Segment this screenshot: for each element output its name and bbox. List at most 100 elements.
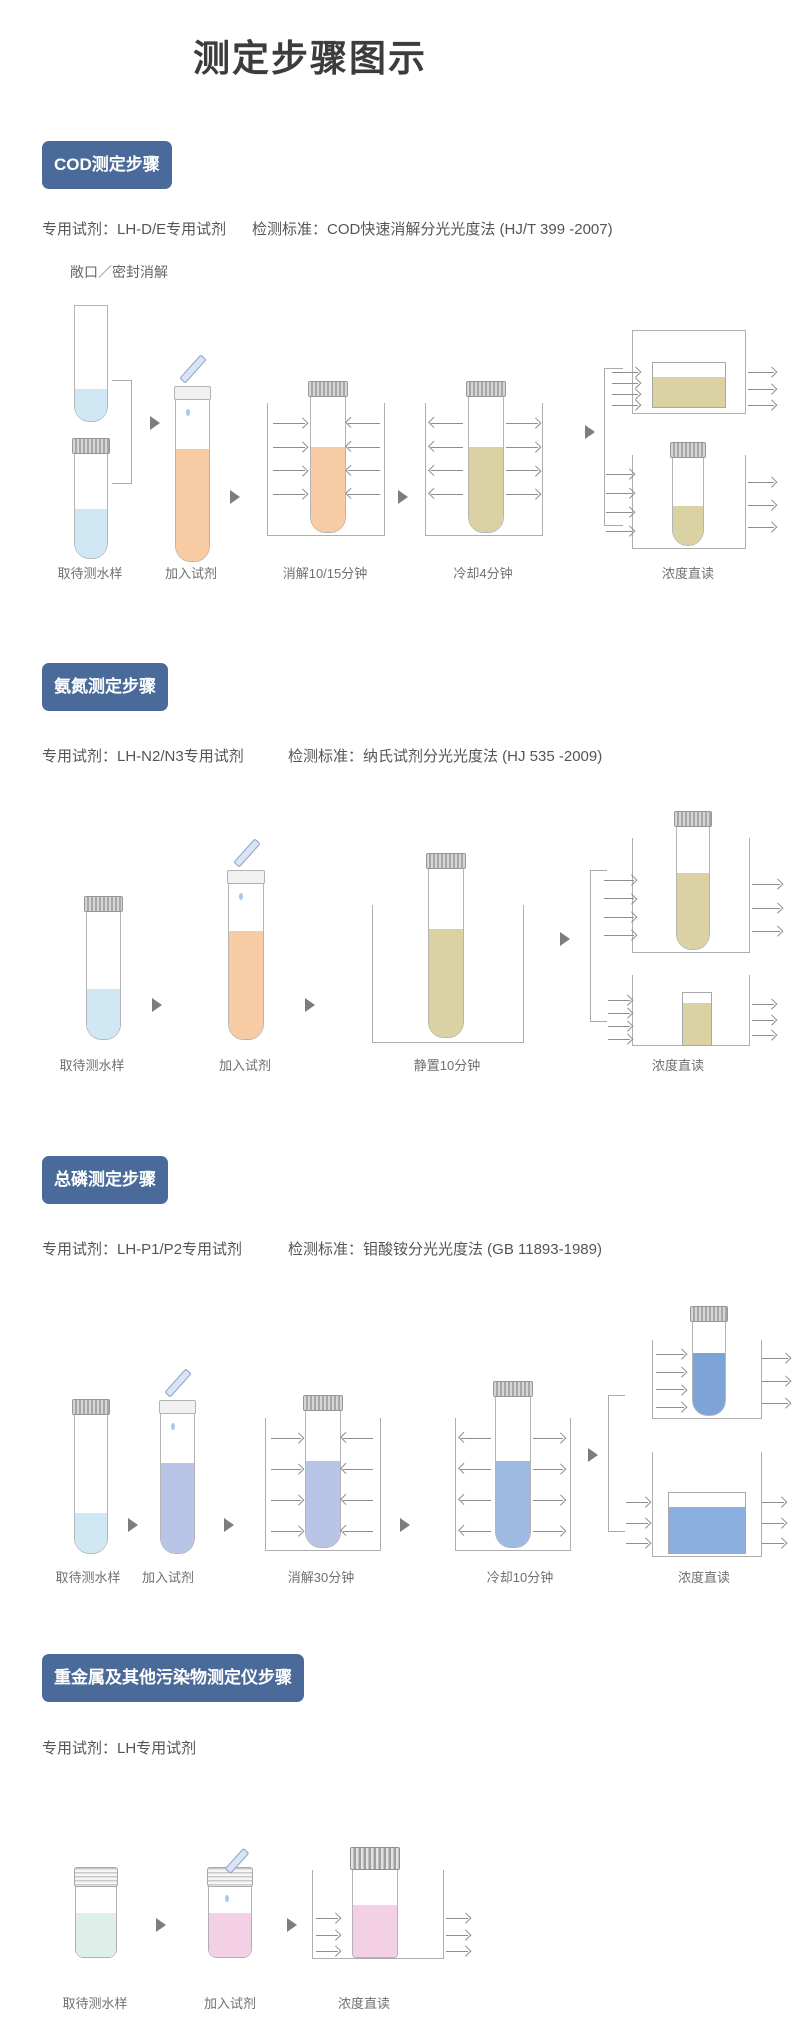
light-out-arrows-icon bbox=[762, 1502, 784, 1544]
tube-cap bbox=[690, 1306, 728, 1322]
light-out-arrows-icon bbox=[752, 884, 780, 932]
reagent-test-tube bbox=[174, 354, 211, 562]
pipette-icon bbox=[179, 354, 207, 384]
tube-cap bbox=[303, 1395, 343, 1411]
vial-cap bbox=[350, 1847, 400, 1870]
step-arrow-icon bbox=[150, 416, 160, 430]
heat-arrows-right-icon bbox=[343, 1438, 373, 1532]
cooling-tube bbox=[493, 1381, 533, 1548]
step-label: 加入试剂 bbox=[164, 566, 218, 581]
step-arrow-icon bbox=[560, 932, 570, 946]
step-label: 静置10分钟 bbox=[413, 1058, 481, 1073]
tube-cap-open bbox=[159, 1400, 196, 1414]
liquid-reagent bbox=[161, 1463, 194, 1553]
liquid-result bbox=[469, 447, 503, 532]
section-badge-heavy-metal: 重金属及其他污染物测定仪步骤 bbox=[42, 1654, 304, 1702]
flow-bracket bbox=[604, 368, 623, 526]
liquid-result bbox=[673, 506, 703, 545]
cuvette bbox=[668, 1492, 746, 1554]
light-out-arrows-icon bbox=[446, 1918, 468, 1952]
step-label: 冷却4分钟 bbox=[453, 566, 513, 581]
section-badge-cod: COD测定步骤 bbox=[42, 141, 172, 189]
step-arrow-icon bbox=[224, 1518, 234, 1532]
step-arrow-icon bbox=[152, 998, 162, 1012]
light-out-arrows-icon bbox=[752, 1004, 774, 1036]
photometer-cell bbox=[652, 1452, 762, 1557]
section-badge-phosphorus: 总磷测定步骤 bbox=[42, 1156, 168, 1204]
droplet-icon bbox=[225, 1895, 229, 1902]
reagent-text: 专用试剂：LH-P1/P2专用试剂 bbox=[42, 1241, 243, 1258]
cool-arrows-right-icon bbox=[506, 423, 538, 495]
photometer-cell bbox=[312, 1870, 444, 1959]
step-arrow-icon bbox=[400, 1518, 410, 1532]
step-arrow-icon bbox=[156, 1918, 166, 1932]
liquid-sample bbox=[75, 509, 107, 558]
digestion-tube bbox=[308, 381, 348, 533]
cooling-tube bbox=[466, 381, 506, 533]
light-in-arrows-icon bbox=[606, 474, 632, 532]
step-label: 消解30分钟 bbox=[287, 1570, 355, 1585]
standard-text: 检测标准：COD快速消解分光光度法 (HJ/T 399 -2007) bbox=[252, 221, 613, 238]
light-in-arrows-icon bbox=[656, 1354, 684, 1408]
capped-test-tube bbox=[84, 896, 123, 1040]
step-arrow-icon bbox=[287, 1918, 297, 1932]
heating-bath bbox=[267, 403, 385, 536]
cuvette bbox=[682, 992, 712, 1046]
liquid-result bbox=[429, 929, 463, 1037]
photometer-cell bbox=[652, 1340, 762, 1419]
step-label: 加入试剂 bbox=[218, 1058, 272, 1073]
photometer-cell bbox=[632, 455, 746, 549]
tube-cap bbox=[426, 853, 466, 869]
droplet-icon bbox=[171, 1423, 175, 1430]
step-label: 取待测水样 bbox=[59, 1058, 125, 1073]
liquid-reagent bbox=[229, 931, 263, 1039]
step-label: 浓度直读 bbox=[337, 1996, 391, 2011]
pipette-icon bbox=[164, 1368, 192, 1398]
step-label: 取待测水样 bbox=[55, 1570, 121, 1585]
light-in-arrows-icon bbox=[626, 1502, 648, 1544]
reading-vial bbox=[350, 1847, 400, 1958]
tube-cap bbox=[493, 1381, 533, 1397]
step-arrow-icon bbox=[588, 1448, 598, 1462]
light-out-arrows-icon bbox=[748, 482, 774, 528]
heat-arrows-right-icon bbox=[348, 423, 380, 495]
liquid-sample bbox=[75, 1513, 107, 1553]
liquid-result bbox=[496, 1461, 530, 1547]
droplet-icon bbox=[239, 893, 243, 900]
liquid-result bbox=[353, 1905, 397, 1957]
heat-arrows-left-icon bbox=[271, 1438, 301, 1532]
section-badge-ammonia: 氨氮测定步骤 bbox=[42, 663, 168, 711]
step-label: 浓度直读 bbox=[677, 1570, 731, 1585]
light-in-arrows-icon bbox=[604, 880, 634, 936]
reagent-text: 专用试剂：LH-N2/N3专用试剂 bbox=[42, 748, 244, 765]
standard-text: 检测标准：纳氏试剂分光光度法 (HJ 535 -2009) bbox=[288, 748, 603, 765]
reagent-text: 专用试剂：LH-D/E专用试剂 bbox=[42, 221, 227, 238]
reagent-jar bbox=[207, 1847, 253, 1958]
step-label: 取待测水样 bbox=[62, 1996, 128, 2011]
reagent-test-tube bbox=[159, 1368, 196, 1554]
step-arrow-icon bbox=[585, 425, 595, 439]
light-out-arrows-icon bbox=[762, 1358, 788, 1404]
liquid-result bbox=[669, 1507, 745, 1553]
step-label: 加入试剂 bbox=[203, 1996, 257, 2011]
tube-cap bbox=[84, 896, 123, 912]
liquid-result bbox=[677, 873, 709, 949]
standing-tube bbox=[426, 853, 466, 1038]
liquid-reagent bbox=[209, 1913, 251, 1957]
liquid-result bbox=[693, 1353, 725, 1415]
liquid-sample bbox=[75, 389, 107, 421]
tube-cap bbox=[308, 381, 348, 397]
pipette-icon bbox=[233, 838, 261, 868]
reading-tube bbox=[690, 1306, 728, 1416]
step-arrow-icon bbox=[128, 1518, 138, 1532]
digestion-tube bbox=[303, 1395, 343, 1548]
tube-cap-open bbox=[174, 386, 211, 400]
cool-arrows-left-icon bbox=[461, 1438, 491, 1532]
liquid-reagent bbox=[311, 447, 345, 532]
step-label: 消解10/15分钟 bbox=[282, 566, 368, 581]
tube-cap bbox=[674, 811, 712, 827]
heat-arrows-left-icon bbox=[273, 423, 305, 495]
flow-bracket bbox=[590, 870, 607, 1022]
cooling-bath bbox=[455, 1418, 571, 1551]
